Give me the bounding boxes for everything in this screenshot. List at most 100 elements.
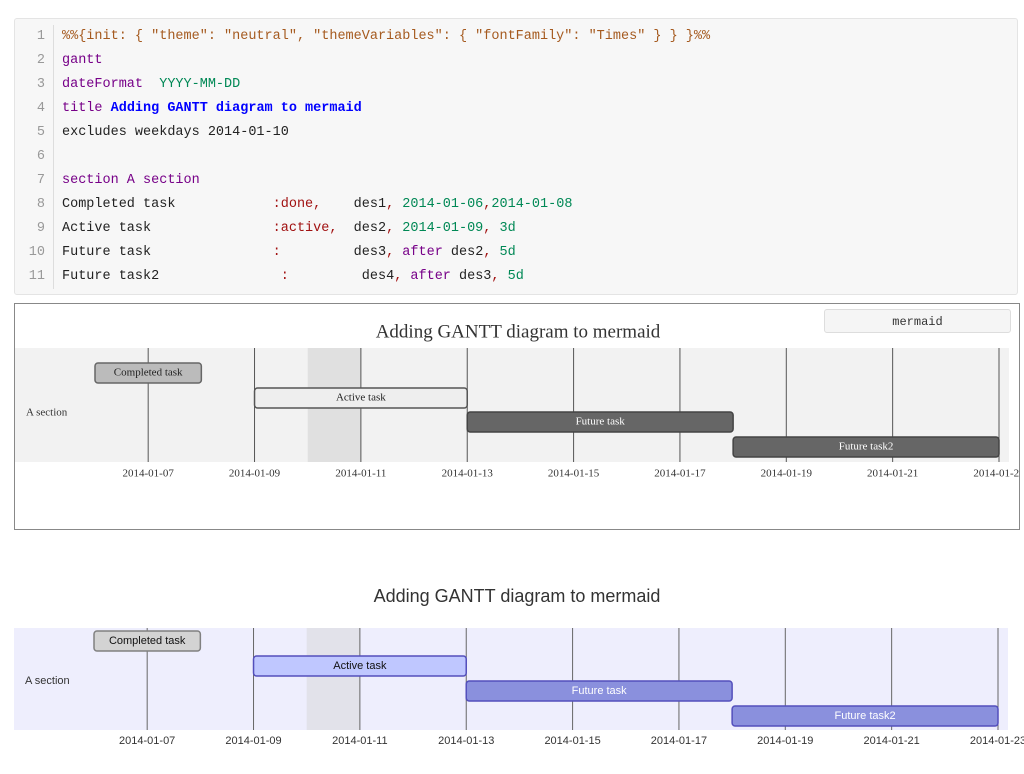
code-token: des3 bbox=[450, 269, 492, 284]
code-token: section A section bbox=[62, 173, 200, 188]
code-token: Future task bbox=[62, 245, 273, 260]
x-tick-label: 2014-01-15 bbox=[544, 735, 600, 747]
x-tick-label: 2014-01-09 bbox=[229, 468, 281, 480]
code-token: , bbox=[483, 245, 492, 260]
code-line: 1 %%{init: { "theme": "neutral", "themeVa… bbox=[15, 25, 1017, 49]
line-number: 2 bbox=[15, 49, 54, 73]
code-token: Adding GANTT diagram to mermaid bbox=[102, 101, 362, 116]
x-tick-label: 2014-01-17 bbox=[654, 468, 706, 480]
code-token: 5d bbox=[491, 245, 516, 260]
task-bar bbox=[252, 655, 467, 677]
chart-title: Adding GANTT diagram to mermaid bbox=[376, 321, 661, 342]
code-token: Active task bbox=[62, 221, 273, 236]
code-token: 2014-01-09 bbox=[394, 221, 484, 236]
line-number: 8 bbox=[15, 193, 54, 217]
code-line: 4 title Adding GANTT diagram to mermaid bbox=[15, 97, 1017, 121]
code-token: 5d bbox=[499, 269, 524, 284]
task-label: Future task2 bbox=[839, 441, 894, 453]
chart-title: Adding GANTT diagram to mermaid bbox=[374, 586, 661, 606]
gantt-chart: Adding GANTT diagram to mermaid A section… bbox=[14, 586, 1024, 747]
code-line: 11 Future task2 : des4, after des3, 5d bbox=[15, 265, 1017, 289]
code-line: 7 section A section bbox=[15, 169, 1017, 193]
x-tick-label: 2014-01-07 bbox=[123, 468, 175, 480]
code-token: 2014-01-06 bbox=[394, 197, 484, 212]
task-label: Future task2 bbox=[834, 710, 895, 722]
x-tick-label: 2014-01-17 bbox=[651, 735, 707, 747]
task-bar bbox=[466, 411, 734, 433]
code-token: des1 bbox=[321, 197, 387, 212]
line-number: 11 bbox=[15, 265, 54, 289]
code-token: :active, bbox=[272, 221, 338, 236]
code-token: 3d bbox=[491, 221, 516, 236]
task-bar bbox=[732, 436, 1000, 458]
code-token: , bbox=[386, 245, 395, 260]
code-token: after bbox=[402, 269, 451, 284]
code-token: , bbox=[386, 197, 395, 212]
task-label: Future task bbox=[572, 685, 628, 697]
x-tick-label: 2014-01-23 bbox=[970, 735, 1024, 747]
code-line: 9 Active task :active, des2, 2014-01-09, … bbox=[15, 217, 1017, 241]
x-tick-label: 2014-01-13 bbox=[438, 735, 494, 747]
line-number: 7 bbox=[15, 169, 54, 193]
code-token: 2014-01-08 bbox=[491, 197, 573, 212]
code-token: Future task2 bbox=[62, 269, 281, 284]
code-token: : bbox=[280, 269, 289, 284]
code-line: 10 Future task : des3, after des2, 5d bbox=[15, 241, 1017, 265]
code-line: 2 gantt bbox=[15, 49, 1017, 73]
x-tick-label: 2014-01-19 bbox=[761, 468, 813, 480]
code-token: Completed task bbox=[62, 197, 273, 212]
code-token: dateFormat bbox=[62, 77, 144, 92]
code-token: , bbox=[483, 221, 492, 236]
task-bar bbox=[93, 630, 202, 652]
x-tick-label: 2014-01-11 bbox=[332, 735, 387, 747]
x-tick-label: 2014-01-15 bbox=[548, 468, 600, 480]
code-token: , bbox=[386, 221, 395, 236]
code-token: : bbox=[272, 245, 281, 260]
code-token: after bbox=[394, 245, 443, 260]
mermaid-button[interactable]: mermaid bbox=[824, 309, 1011, 333]
code-line: 5 excludes weekdays 2014-01-10 bbox=[15, 121, 1017, 145]
code-token: %%{init: { "theme": "neutral", "themeVar… bbox=[62, 29, 711, 44]
line-number: 10 bbox=[15, 241, 54, 265]
task-label: Active task bbox=[336, 392, 386, 404]
code-token: des3 bbox=[280, 245, 387, 260]
task-label: Completed task bbox=[114, 367, 183, 379]
task-bar bbox=[731, 705, 999, 727]
section-label: A section bbox=[26, 407, 68, 419]
x-tick-label: 2014-01-19 bbox=[757, 735, 813, 747]
code-token: YYYY-MM-DD bbox=[143, 77, 241, 92]
line-number: 1 bbox=[15, 25, 54, 49]
task-bar bbox=[465, 680, 733, 702]
x-tick-label: 2014-01-09 bbox=[225, 735, 281, 747]
x-tick-label: 2014-01-11 bbox=[335, 468, 386, 480]
line-number: 6 bbox=[15, 145, 54, 169]
code-editor[interactable]: 1 %%{init: { "theme": "neutral", "themeVa… bbox=[14, 18, 1018, 295]
section-label: A section bbox=[25, 675, 70, 687]
x-tick-label: 2014-01-21 bbox=[864, 735, 920, 747]
line-number: 9 bbox=[15, 217, 54, 241]
code-token: des4 bbox=[288, 269, 395, 284]
code-line: 3 dateFormat YYYY-MM-DD bbox=[15, 73, 1017, 97]
code-token: excludes weekdays 2014-01-10 bbox=[62, 125, 289, 140]
code-token: , bbox=[491, 269, 500, 284]
line-number: 4 bbox=[15, 97, 54, 121]
x-tick-label: 2014-01-21 bbox=[867, 468, 918, 480]
x-tick-label: 2014-01-13 bbox=[442, 468, 494, 480]
x-tick-label: 2014-01-23 bbox=[973, 468, 1019, 480]
x-tick-label: 2014-01-07 bbox=[119, 735, 175, 747]
code-token: des2 bbox=[442, 245, 484, 260]
code-token: :done, bbox=[272, 197, 322, 212]
rendered-preview: Adding GANTT diagram to mermaid A section… bbox=[14, 303, 1020, 530]
excluded-day bbox=[306, 628, 360, 730]
gantt-chart: Adding GANTT diagram to mermaid A section… bbox=[15, 321, 1019, 480]
code-token: des2 bbox=[337, 221, 387, 236]
code-token: , bbox=[394, 269, 403, 284]
line-number: 5 bbox=[15, 121, 54, 145]
code-token: gantt bbox=[62, 53, 103, 68]
task-bar bbox=[94, 362, 203, 384]
task-label: Completed task bbox=[109, 635, 186, 647]
code-token: title bbox=[62, 101, 103, 116]
code-token: , bbox=[483, 197, 492, 212]
task-bar bbox=[253, 387, 468, 409]
